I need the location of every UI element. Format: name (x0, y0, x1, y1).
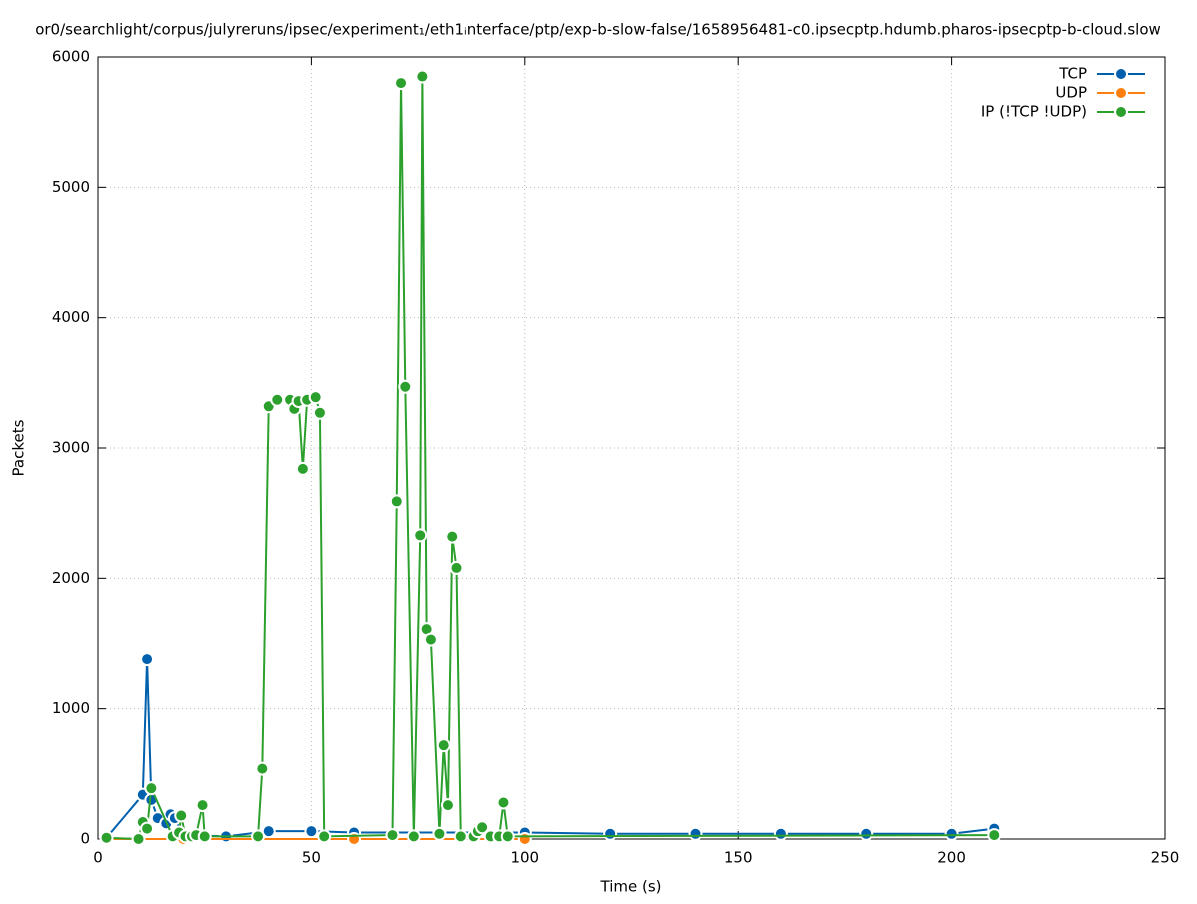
y-tick-label: 2000 (52, 569, 90, 587)
series-line (105, 659, 995, 839)
y-tick-label: 1000 (52, 699, 90, 717)
y-tick-label: 4000 (52, 308, 90, 326)
x-tick-label: 50 (302, 849, 321, 867)
data-point (987, 828, 1002, 843)
x-tick-label: 200 (937, 849, 966, 867)
legend-marker (1114, 67, 1128, 81)
data-point (131, 832, 146, 846)
x-axis-label: Time (s) (600, 878, 662, 896)
data-point (500, 829, 515, 844)
data-point (304, 824, 319, 839)
data-point (496, 795, 511, 810)
data-point (308, 390, 323, 405)
data-point (449, 560, 464, 575)
data-point (415, 69, 430, 84)
data-point (144, 781, 159, 796)
data-point (140, 652, 155, 667)
data-point (251, 829, 266, 844)
data-point (195, 798, 210, 813)
data-point (406, 829, 421, 844)
data-point (270, 392, 285, 407)
data-point (517, 832, 532, 846)
data-point (413, 528, 428, 543)
legend-marker (1114, 105, 1128, 119)
data-point (944, 826, 959, 841)
data-point (99, 830, 114, 845)
legend-label: UDP (1055, 84, 1087, 102)
legend-marker (1114, 86, 1128, 100)
data-point (440, 798, 455, 813)
y-tick-label: 5000 (52, 178, 90, 196)
data-point (398, 379, 413, 394)
series-line (106, 76, 995, 841)
data-point (423, 632, 438, 647)
y-tick-label: 3000 (52, 439, 90, 457)
data-point (174, 808, 189, 823)
data-point (140, 821, 155, 836)
data-point (603, 826, 618, 841)
y-axis-label: Packets (10, 419, 28, 476)
legend-label: IP (!TCP !UDP) (981, 103, 1087, 121)
data-point (859, 826, 874, 841)
x-tick-label: 100 (510, 849, 539, 867)
chart-title: or0/searchlight/corpus/julyreruns/ipsec/… (35, 21, 1161, 39)
plot-frame (97, 56, 1166, 840)
data-point (453, 829, 468, 844)
x-tick-label: 150 (724, 849, 753, 867)
y-tick-label: 0 (80, 830, 90, 848)
legend-label: TCP (1058, 65, 1087, 83)
data-point (197, 829, 212, 844)
data-point (317, 829, 332, 844)
data-point (773, 826, 788, 841)
data-point (432, 826, 447, 841)
data-point (295, 461, 310, 476)
x-tick-label: 250 (1151, 849, 1180, 867)
data-point (389, 494, 404, 509)
data-point (255, 761, 270, 776)
data-point (312, 405, 327, 420)
y-tick-label: 6000 (52, 48, 90, 66)
data-point (475, 820, 490, 835)
data-point (445, 529, 460, 544)
data-point (436, 738, 451, 753)
x-tick-label: 0 (93, 849, 103, 867)
data-point (385, 828, 400, 843)
data-point (688, 826, 703, 841)
data-point (394, 76, 409, 91)
